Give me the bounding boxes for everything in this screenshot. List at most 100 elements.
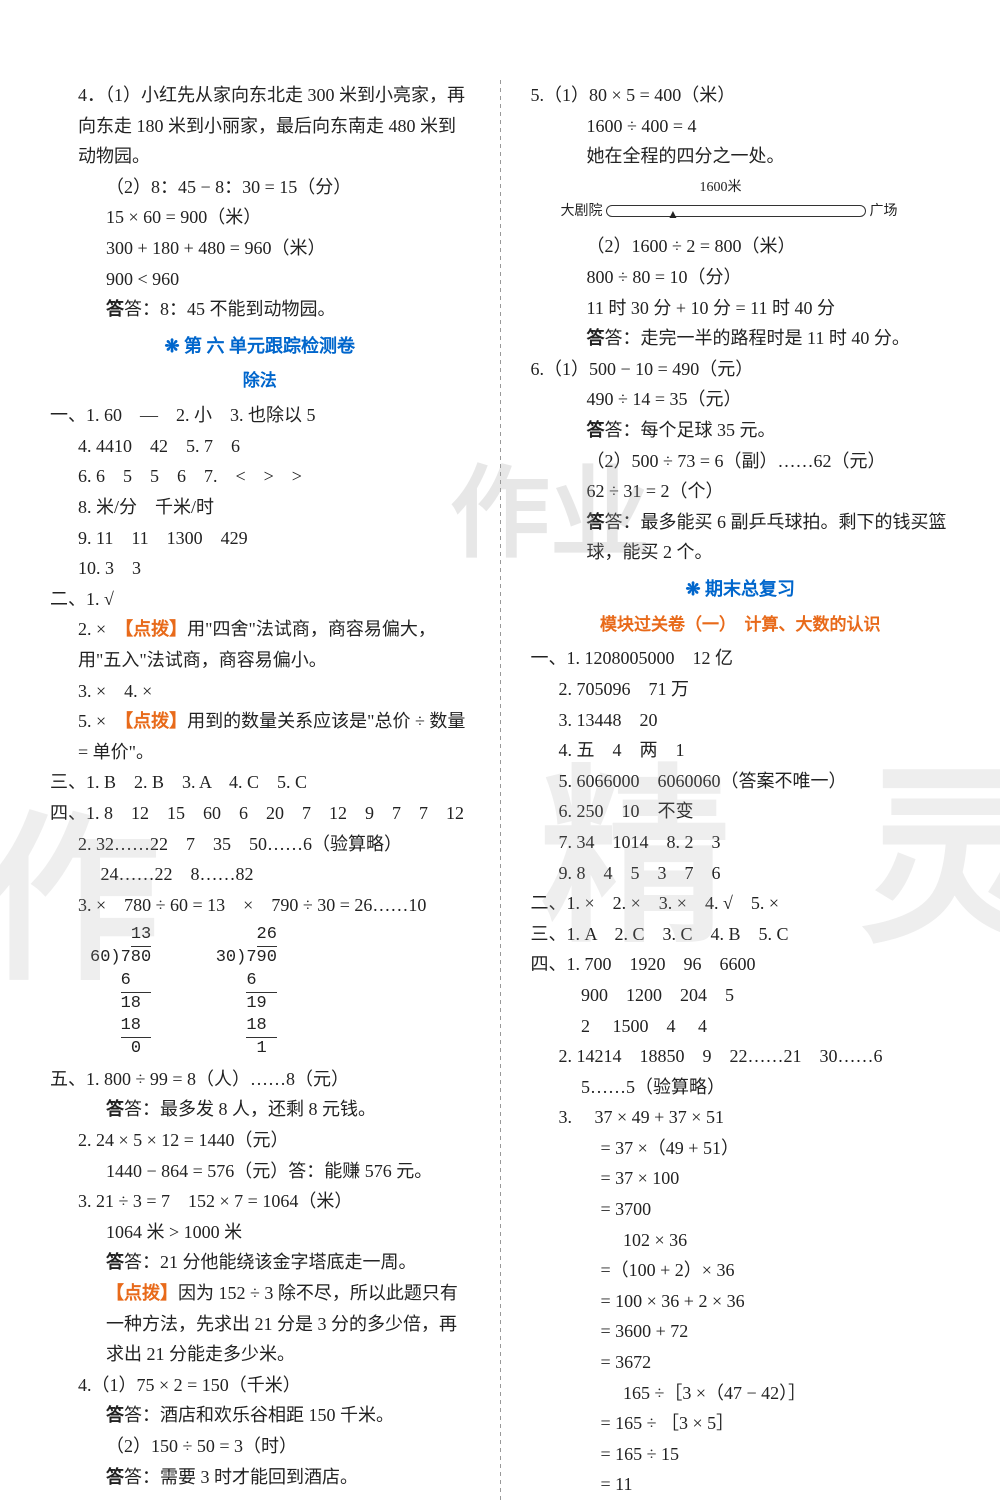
s1-2: 4. 4410 42 5. 7 6 [50,431,470,462]
f1-8: 9. 8 4 5 3 7 6 [531,858,951,889]
final-subtitle: 模块过关卷（一） 计算、大数的认识 [531,611,951,640]
ld2-r3: 18 [216,1015,277,1038]
q5-b2: 800 ÷ 80 = 10（分） [531,262,951,293]
final-section-2: 二、1. × 2. × 3. × 4. √ 5. × [531,888,951,919]
s5-3: 3. 21 ÷ 3 = 7 152 × 7 = 1064（米） [50,1186,470,1217]
s5-4b: （2）150 ÷ 50 = 3（时） [50,1431,470,1462]
q5-b1: （2）1600 ÷ 2 = 800（米） [531,231,951,262]
f1-3: 3. 13448 20 [531,705,951,736]
ld2-q: 26 [216,924,277,947]
s5-3ans: 答答：21 分他能绕该金字塔底走一周。 [50,1247,470,1278]
ld2-r1: 6 [216,970,277,993]
q5-3: 她在全程的四分之一处。 [531,141,951,172]
ld2-dv: 30)790 [216,947,277,969]
q6-b1: （2）500 ÷ 73 = 6（副）……62（元） [531,446,951,477]
final-section-3: 三、1. A 2. C 3. C 4. B 5. C [531,919,951,950]
s5-4bans: 答答：需要 3 时才能回到酒店。 [50,1462,470,1493]
s2-4a: 5. × [78,711,124,731]
f4-e2: = 165 ÷ 15 [531,1439,951,1470]
s1-6: 10. 3 3 [50,553,470,584]
f4-d3: = 3600 + 72 [531,1316,951,1347]
s5-3b: 1064 米 > 1000 米 [50,1217,470,1248]
answer-label: 答 [106,299,124,319]
ld1-r2: 18 [90,993,151,1015]
section-2: 二、1. √ 2. × 【点拨】用"四舍"法试商，商容易偏大，用"五入"法试商，… [50,584,470,768]
s1-3: 6. 6 5 5 6 7. < > > [50,461,470,492]
section-1: 一、1. 60 — 2. 小 3. 也除以 5 4. 4410 42 5. 7 … [50,400,470,584]
final-title: 期末总复习 [531,574,951,605]
f1-4: 4. 五 4 两 1 [531,735,951,766]
section-5: 五、1. 800 ÷ 99 = 8（人）……8（元） 答答：最多发 8 人，还剩… [50,1064,470,1492]
section-3: 三、1. B 2. B 3. A 4. C 5. C [50,767,470,798]
diagram-left-label: 大剧院 [561,204,603,219]
s2-4: 5. × 【点拨】用到的数量关系应该是"总价 ÷ 数量 = 单价"。 [50,706,470,767]
f4-c2: = 37 × 100 [531,1163,951,1194]
ld1-r1: 6 [90,970,151,993]
q4-line1: 4．（1）小红先从家向东北走 300 米到小亮家，再向东走 180 米到小丽家，… [78,80,470,172]
s2-3: 3. × 4. × [50,676,470,707]
left-column: 4．（1）小红先从家向东北走 300 米到小亮家，再向东走 180 米到小丽家，… [50,80,470,1500]
f4-d1: =（100 + 2）× 36 [531,1255,951,1286]
q5-b3: 11 时 30 分 + 10 分 = 11 时 40 分 [531,293,951,324]
s5-2b: 1440 − 864 = 576（元）答：能赚 576 元。 [50,1156,470,1187]
final-section-4: 四、1. 700 1920 96 6600 900 1200 204 5 2 1… [531,949,951,1500]
f4-e-head: 165 ÷［3 ×（47 − 42）］ [531,1378,951,1409]
s5-2: 2. 24 × 5 × 12 = 1440（元） [50,1125,470,1156]
q5-1: 5.（1）80 × 5 = 400（米） [531,80,951,111]
q6-a3: 答答：每个足球 35 元。 [531,415,951,446]
q4-line4: 300 + 180 + 480 = 960（米） [78,233,470,264]
long-division-row: 13 60)780 6 18 18 0 26 30)790 6 19 18 1 [50,920,470,1064]
s2-1: 二、1. √ [50,584,470,615]
diagram-top-label: 1600米 [561,176,881,200]
s5-4: 4.（1）75 × 2 = 150（千米） [50,1370,470,1401]
f1-5: 5. 6066000 6060060（答案不唯一） [531,766,951,797]
f4-e3: = 11 [531,1469,951,1500]
final-section-1: 一、1. 1208005000 12 亿 2. 705096 71 万 3. 1… [531,643,951,888]
s2-2a: 2. × [78,619,124,639]
s1-4: 8. 米/分 千米/时 [50,492,470,523]
unit6-title: 第 六 单元跟踪检测卷 [50,331,470,362]
page-layout: 4．（1）小红先从家向东北走 300 米到小亮家，再向东走 180 米到小丽家，… [50,80,950,1500]
s5-1ans: 答答：最多发 8 人，还剩 8 元钱。 [50,1094,470,1125]
q6-block: 6.（1）500 − 10 = 490（元） 490 ÷ 14 = 35（元） … [531,354,951,568]
q4-answer: 答答：8：45 不能到动物园。 [78,294,470,325]
f4-a2: 900 1200 204 5 [531,980,951,1011]
f1-6: 6. 250 10 不变 [531,796,951,827]
q4-line2: （2）8：45 − 8：30 = 15（分） [78,172,470,203]
s1-5: 9. 11 11 1300 429 [50,523,470,554]
q6-a2: 490 ÷ 14 = 35（元） [531,384,951,415]
s4-3: 24……22 8……82 [50,859,470,890]
f4-a3: 2 1500 4 4 [531,1011,951,1042]
q5-2: 1600 ÷ 400 = 4 [531,111,951,142]
line-diagram: 1600米 大剧院 ▲ 广场 [561,176,951,224]
f1-1: 一、1. 1208005000 12 亿 [531,643,951,674]
f4-c3: = 3700 [531,1194,951,1225]
section-4: 四、1. 8 12 15 60 6 20 7 12 9 7 7 12 2. 32… [50,798,470,1064]
q6-a1: 6.（1）500 − 10 = 490（元） [531,354,951,385]
f4-d2: = 100 × 36 + 2 × 36 [531,1286,951,1317]
ld2-r2: 19 [216,993,277,1015]
q5-bans: 答答：走完一半的路程时是 11 时 40 分。 [531,323,951,354]
s5-1: 五、1. 800 ÷ 99 = 8（人）……8（元） [50,1064,470,1095]
longdiv-1: 13 60)780 6 18 18 0 [90,924,151,1060]
q4-block: 4．（1）小红先从家向东北走 300 米到小亮家，再向东走 180 米到小丽家，… [50,80,470,325]
f4-a1: 四、1. 700 1920 96 6600 [531,949,951,980]
right-column: 5.（1）80 × 5 = 400（米） 1600 ÷ 400 = 4 她在全程… [531,80,951,1500]
f4-c1: = 37 ×（49 + 51） [531,1133,951,1164]
f4-b2: 5……5（验算略） [531,1072,951,1103]
ld1-r3: 18 [90,1015,151,1038]
ld1-r4: 0 [90,1038,151,1060]
s5-3tip: 【点拨】因为 152 ÷ 3 除不尽，所以此题只有一种方法，先求出 21 分是 … [50,1278,470,1370]
ld2-r4: 1 [216,1038,277,1060]
tip-label: 【点拨】 [124,619,187,639]
q4-line3: 15 × 60 = 900（米） [78,202,470,233]
s4-2: 2. 32……22 7 35 50……6（验算略） [50,829,470,860]
q6-b2: 62 ÷ 31 = 2（个） [531,476,951,507]
f4-d4: = 3672 [531,1347,951,1378]
f4-d-head: 102 × 36 [531,1225,951,1256]
q4-line5: 900 < 960 [78,264,470,295]
diagram-mark: ▲ [667,204,679,224]
f1-7: 7. 34 1014 8. 2 3 [531,827,951,858]
tip-label-2: 【点拨】 [124,711,187,731]
f4-b1: 2. 14214 18850 9 22……21 30……6 [531,1041,951,1072]
